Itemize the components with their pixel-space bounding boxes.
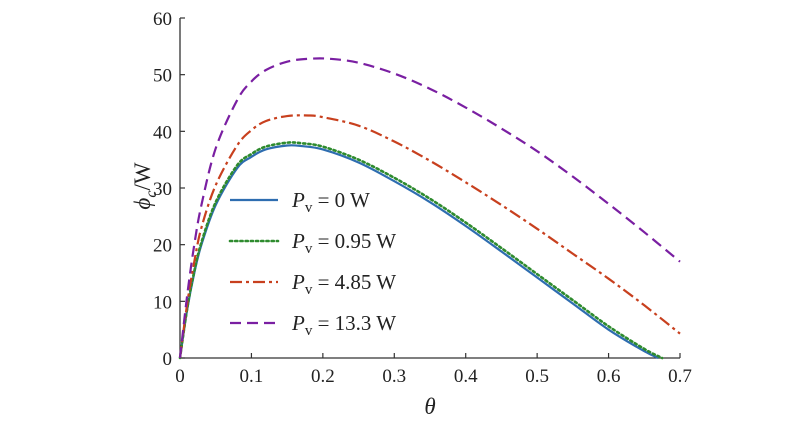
series-line-1 [178,144,660,360]
series-line-3 [178,114,681,359]
axis-titles: θ ϕc/W [130,162,436,419]
y-axis-subscript: c [143,191,160,198]
series-group [178,57,681,360]
legend-symbol: P [291,188,305,212]
y-axis-unit: /W [130,162,155,190]
y-axis-symbol: ϕ [130,198,155,210]
x-tick-label: 0.6 [597,366,621,387]
y-tick-label: 0 [163,349,173,370]
x-tick-label: 0.7 [668,366,692,387]
x-axis-title: θ [424,394,435,419]
x-tick-label: 0.2 [311,366,335,387]
legend-subscript: v [305,323,313,339]
y-tick-label: 40 [153,122,172,143]
x-tick-label: 0.5 [525,366,549,387]
legend-symbol: P [291,311,305,335]
y-tick-label: 20 [153,236,172,257]
x-tick-label: 0.4 [454,366,478,387]
legend-value: = 13.3 W [312,311,396,335]
y-tick-label: 50 [153,66,172,87]
legend-label-1: Pv = 0 W [291,188,370,216]
legend-value: = 4.85 W [312,270,396,294]
legend-label-3: Pv = 4.85 W [291,270,396,298]
tick-group: 0 0.1 0.2 0.3 0.4 0.5 0.6 0.7 0 10 20 30 40 50 60 [153,9,692,387]
legend-symbol: P [291,229,305,253]
x-tick-label: 0 [175,366,185,387]
x-tick-label: 0.3 [382,366,406,387]
y-tick-label: 60 [153,9,172,30]
series-line-4 [178,57,681,359]
y-tick-label: 10 [153,292,172,313]
y-tick-label: 30 [153,179,172,200]
legend-label-2: Pv = 0.95 W [291,229,396,257]
legend-label-4: Pv = 13.3 W [291,311,396,339]
y-axis-title: ϕc/W [130,162,160,209]
legend-value: = 0 W [312,188,370,212]
series-line-2 [178,141,664,360]
legend: Pv = 0 WPv = 0.95 WPv = 4.85 WPv = 13.3 … [228,188,396,339]
x-tick-label: 0.1 [240,366,264,387]
legend-subscript: v [305,282,313,298]
legend-subscript: v [305,241,313,257]
axes [179,18,680,359]
legend-value: = 0.95 W [312,229,396,253]
legend-symbol: P [291,270,305,294]
legend-subscript: v [305,200,313,216]
